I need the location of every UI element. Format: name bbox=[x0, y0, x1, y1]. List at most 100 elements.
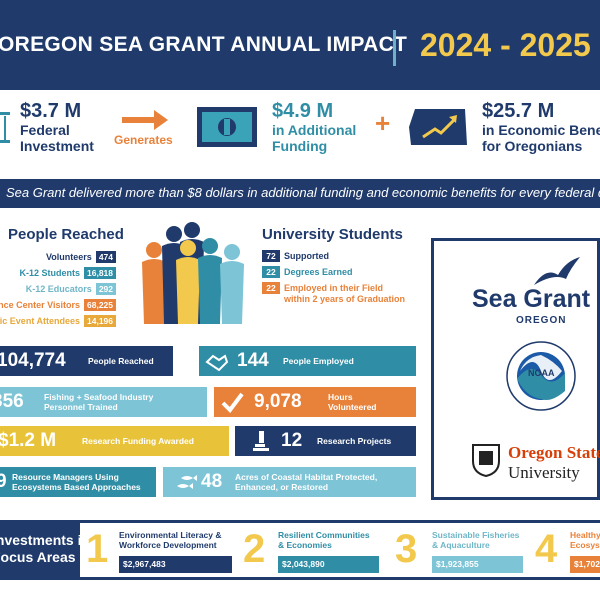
people-row-label: Public Event Attendees bbox=[0, 316, 80, 326]
focus-amount-2: $2,043,890 bbox=[278, 556, 379, 573]
university-employed-value: 22 bbox=[262, 282, 280, 294]
people-row-attendees: Public Event Attendees 14,196 bbox=[0, 315, 116, 327]
sea-grant-logo-text: Sea Grant bbox=[472, 285, 591, 313]
microscope-icon bbox=[253, 431, 269, 451]
stat-label: People Reached bbox=[88, 356, 154, 366]
handshake-icon bbox=[205, 354, 229, 372]
stat-label-2: Personnel Trained bbox=[44, 402, 118, 412]
investments-title-2: Focus Areas bbox=[0, 549, 76, 565]
stat-label: Research Funding Awarded bbox=[82, 436, 194, 446]
focus-title-4: Healthy CoastalEcosystems bbox=[570, 530, 600, 550]
economic-label-2: for Oregonians bbox=[482, 138, 583, 154]
people-row-visitors: Science Center Visitors 68,225 bbox=[0, 299, 116, 311]
funding-row: $3.7 M Federal Investment Generates $4.9… bbox=[0, 90, 600, 173]
focus-amount-1: $2,967,483 bbox=[119, 556, 232, 573]
people-row-educators: K-12 Educators 292 bbox=[26, 283, 116, 295]
stat-label-1: Fishing + Seafood Industry bbox=[44, 392, 154, 402]
money-icon bbox=[197, 107, 257, 147]
sea-grant-oregon-text: OREGON bbox=[516, 315, 567, 326]
focus-title-2: Resilient Communities & Economies bbox=[278, 530, 370, 550]
osu-logo-text-1: Oregon State bbox=[508, 443, 600, 462]
stat-label-1: Acres of Coastal Habitat Protected, bbox=[235, 472, 378, 482]
stat-label-2: Enhanced, or Restored bbox=[235, 482, 329, 492]
stat-fishing-trained: 356 Fishing + Seafood Industry Personnel… bbox=[0, 387, 207, 417]
stat-number: 144 bbox=[237, 350, 269, 371]
noaa-logo-icon bbox=[506, 341, 576, 411]
people-row-label: K-12 Students bbox=[19, 268, 80, 278]
banner-text: Sea Grant delivered more than $8 dollars… bbox=[6, 185, 600, 200]
investments-title-1: Investments in bbox=[0, 532, 91, 548]
stat-number: 104,774 bbox=[0, 350, 66, 371]
university-employed-label-2: within 2 years of Graduation bbox=[284, 294, 406, 304]
university-employed-label: Employed in their Field within 2 years o… bbox=[284, 283, 405, 305]
stat-research-funding: $1.2 M Research Funding Awarded bbox=[0, 426, 229, 456]
people-row-volunteers: Volunteers 474 bbox=[46, 251, 116, 263]
checkmark-icon bbox=[221, 392, 244, 413]
stat-people-reached: 104,774 People Reached bbox=[0, 346, 173, 376]
people-row-label: Volunteers bbox=[45, 252, 92, 262]
people-row-value: 14,196 bbox=[84, 315, 116, 327]
people-row-label: Science Center Visitors bbox=[0, 300, 80, 310]
focus-amount-3: $1,923,855 bbox=[432, 556, 523, 573]
osu-seal-icon bbox=[472, 444, 500, 477]
people-row-students: K-12 Students 16,818 bbox=[19, 267, 116, 279]
people-silhouettes-icon bbox=[142, 222, 244, 324]
fish-icon bbox=[177, 475, 197, 489]
people-row-value: 16,818 bbox=[84, 267, 116, 279]
additional-label-2: Funding bbox=[272, 138, 328, 154]
stat-number: 12 bbox=[281, 430, 303, 451]
bird-icon bbox=[534, 257, 580, 285]
university-degrees-label: Degrees Earned bbox=[284, 267, 353, 277]
header-divider bbox=[393, 30, 396, 66]
stat-label-1: Hours bbox=[328, 392, 353, 402]
focus-title-3: Sustainable Fisheries & Aquaculture bbox=[432, 530, 520, 550]
noaa-text: NOAA bbox=[528, 368, 555, 378]
stat-number: 356 bbox=[0, 391, 24, 412]
stat-label-2: Ecosystems Based Approaches bbox=[12, 482, 141, 492]
stat-resource-managers: 9 Resource Managers Using Ecosystems Bas… bbox=[0, 467, 156, 497]
focus-number-2: 2 bbox=[243, 527, 266, 571]
header-years: 2024 - 2025 bbox=[420, 27, 591, 63]
focus-title-1: Environmental Literacy & Workforce Develo… bbox=[119, 530, 222, 550]
osu-logo-text-2: University bbox=[508, 463, 580, 482]
people-row-label: K-12 Educators bbox=[25, 284, 92, 294]
university-supported-label: Supported bbox=[284, 251, 329, 261]
stat-number: 48 bbox=[201, 471, 223, 492]
people-row-value: 474 bbox=[95, 251, 116, 263]
capitol-icon bbox=[0, 112, 10, 143]
additional-label-1: in Additional bbox=[272, 122, 357, 138]
university-supported-value: 72 bbox=[262, 250, 280, 262]
university-title: University Students bbox=[262, 226, 403, 243]
stat-research-projects: 12 Research Projects bbox=[235, 426, 416, 456]
stat-hours-volunteered: 9,078 Hours Volunteered bbox=[214, 387, 416, 417]
stat-number: 9 bbox=[0, 471, 7, 492]
focus-amount-4: $1,702, bbox=[570, 556, 600, 573]
arrow-right-icon bbox=[122, 110, 168, 130]
header-title: OREGON SEA GRANT ANNUAL IMPACT bbox=[0, 33, 408, 56]
stat-number: $1.2 M bbox=[0, 430, 57, 451]
stat-label-1: Resource Managers Using bbox=[12, 472, 119, 482]
plus-sign: + bbox=[375, 108, 391, 138]
federal-label-2: Investment bbox=[20, 138, 94, 154]
generates-label: Generates bbox=[114, 133, 173, 147]
oregon-growth-icon bbox=[409, 109, 467, 145]
focus-number-1: 1 bbox=[86, 527, 109, 571]
economic-amount: $25.7 M bbox=[482, 100, 555, 122]
stat-people-employed: 144 People Employed bbox=[199, 346, 416, 376]
stat-number: 9,078 bbox=[254, 391, 302, 412]
stat-label: Research Projects bbox=[317, 436, 392, 446]
focus-number-3: 3 bbox=[395, 527, 418, 571]
partner-logos: Sea Grant OREGON NOAA Oregon State Unive… bbox=[431, 238, 600, 500]
stat-label: People Employed bbox=[283, 356, 354, 366]
people-reached-title: People Reached bbox=[8, 226, 124, 243]
university-degrees-value: 22 bbox=[262, 266, 280, 278]
federal-label-1: Federal bbox=[20, 122, 70, 138]
university-employed-label-1: Employed in their Field bbox=[284, 283, 384, 293]
people-row-value: 68,225 bbox=[84, 299, 116, 311]
stat-coastal-acres: 48 Acres of Coastal Habitat Protected, E… bbox=[163, 467, 416, 497]
header-bar: OREGON SEA GRANT ANNUAL IMPACT 2024 - 20… bbox=[0, 0, 600, 90]
impact-banner: Sea Grant delivered more than $8 dollars… bbox=[0, 179, 600, 208]
stat-label-2: Volunteered bbox=[328, 402, 377, 412]
people-row-value: 292 bbox=[95, 283, 116, 295]
federal-amount: $3.7 M bbox=[20, 100, 82, 122]
